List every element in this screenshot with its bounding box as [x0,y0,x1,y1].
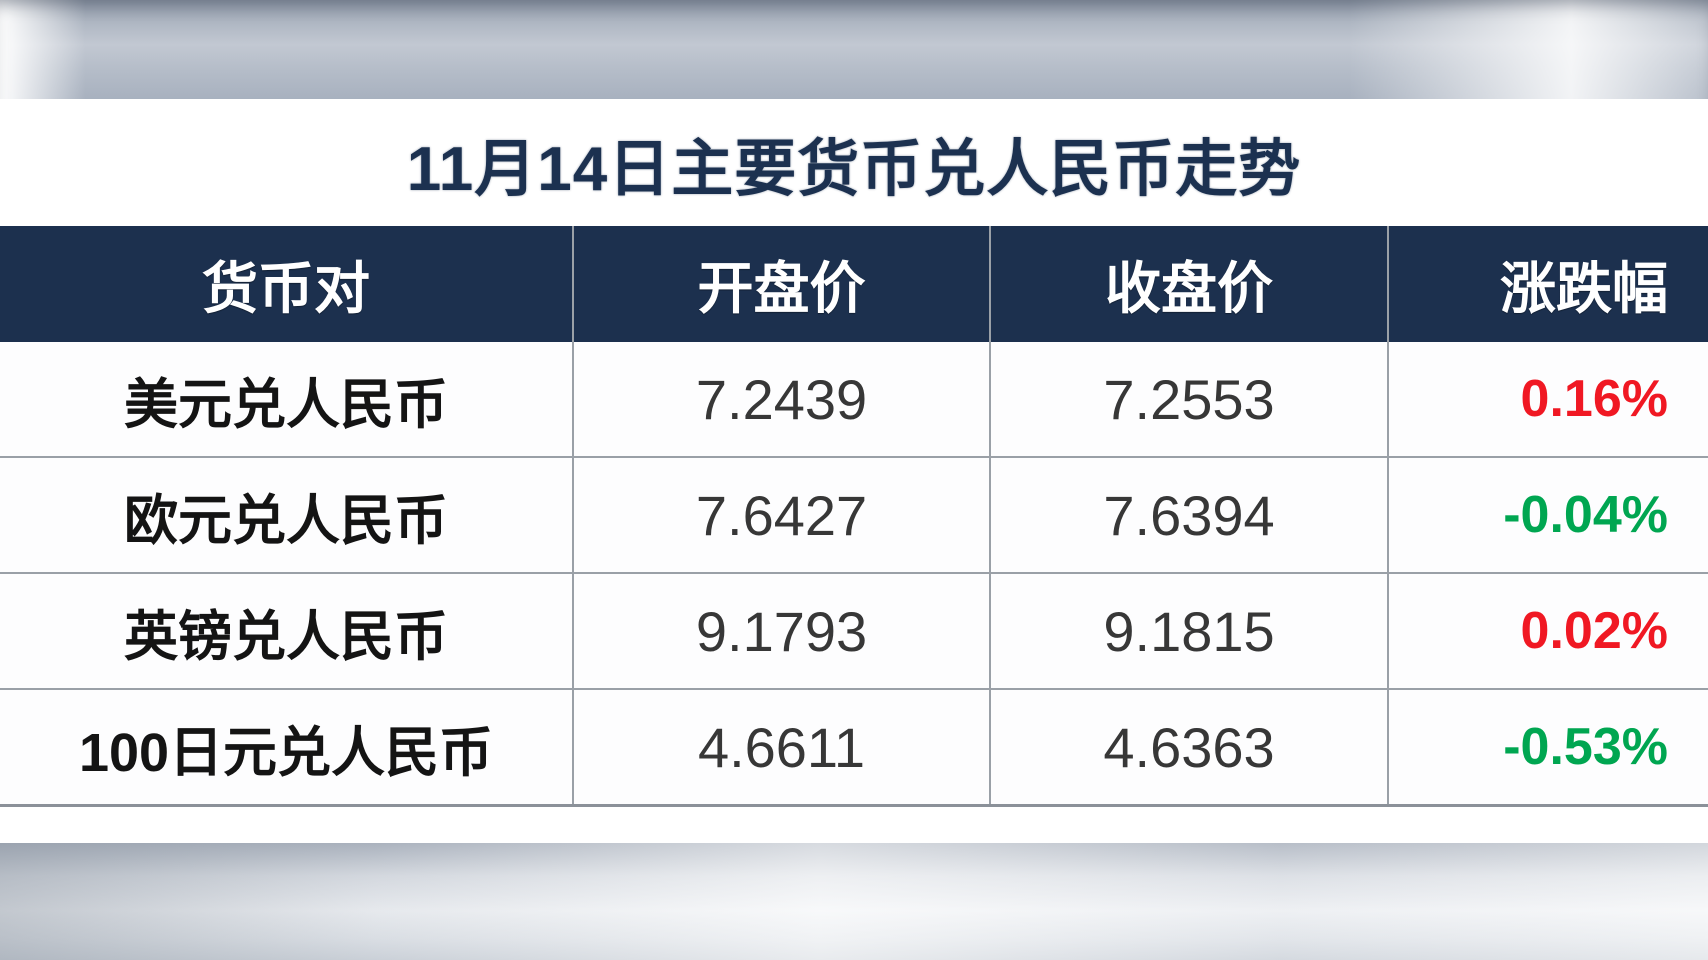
col-header-currency-pair: 货币对 [202,256,370,320]
open-price-cell: 7.6427 [572,458,989,572]
table-row: 英镑兑人民币 9.1793 9.1815 0.02% [0,572,1708,688]
open-price-cell: 4.6611 [572,690,989,804]
col-header-change-pct: 涨跌幅 [1387,226,1708,342]
change-percent-cell: -0.04% [1387,458,1708,572]
close-price-cell: 7.6394 [989,458,1387,572]
title-bar: 11月14日主要货币兑人民币走势 [0,99,1708,226]
table-header-row: 货币对 开盘价 收盘价 涨跌幅 [0,226,1708,342]
top-blur-band [0,0,1708,99]
col-header-open-price: 开盘价 [572,226,989,342]
change-percent-cell: 0.02% [1387,574,1708,688]
change-percent-cell: -0.53% [1387,690,1708,804]
currency-pair-cell: 英镑兑人民币 [124,606,448,667]
table-row: 欧元兑人民币 7.6427 7.6394 -0.04% [0,456,1708,572]
currency-pair-cell: 欧元兑人民币 [124,490,448,551]
open-price-cell: 7.2439 [572,342,989,456]
fx-rates-table: 货币对 开盘价 收盘价 涨跌幅 美元兑人民币 7.2439 7.2553 0.16% 欧… [0,226,1708,807]
table-body: 美元兑人民币 7.2439 7.2553 0.16% 欧元兑人民币 7.6427 7.639… [0,342,1708,804]
currency-pair-cell: 美元兑人民币 [124,374,448,435]
page-title: 11月14日主要货币兑人民币走势 [406,134,1302,204]
table-row: 100日元兑人民币 4.6611 4.6363 -0.53% [0,688,1708,804]
close-price-cell: 7.2553 [989,342,1387,456]
table-row: 美元兑人民币 7.2439 7.2553 0.16% [0,342,1708,456]
bottom-blur-band [0,843,1708,960]
close-price-cell: 9.1815 [989,574,1387,688]
col-header-close-price: 收盘价 [989,226,1387,342]
currency-pair-cell: 100日元兑人民币 [78,722,494,783]
open-price-cell: 9.1793 [572,574,989,688]
change-percent-cell: 0.16% [1387,342,1708,456]
close-price-cell: 4.6363 [989,690,1387,804]
